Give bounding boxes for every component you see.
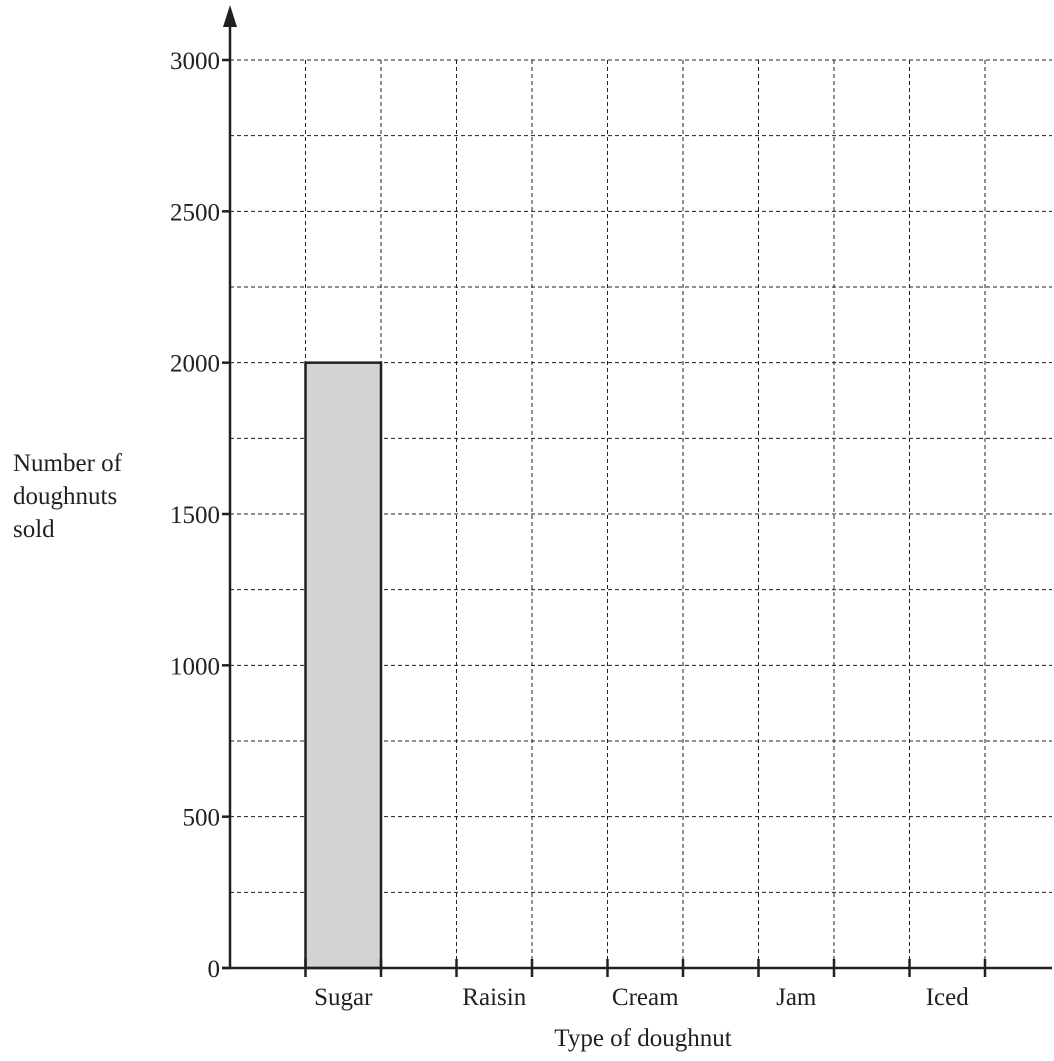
ticks (222, 58, 987, 977)
bars (304, 361, 383, 970)
x-tick-label: Sugar (314, 984, 373, 1011)
y-axis-label-line: doughnuts (13, 483, 118, 510)
x-axis-label: Type of doughnut (554, 1025, 731, 1052)
tick-labels: 0 500 1000 1500 2000 2500 3000 Sugar Raisin Cream… (170, 48, 969, 1011)
y-tick-label: 2000 (170, 351, 220, 378)
x-tick-label: Cream (612, 984, 679, 1011)
y-axis-arrow (223, 5, 237, 27)
y-tick-label: 1500 (170, 502, 220, 529)
x-tick-label: Raisin (462, 984, 526, 1011)
y-axis-label: Number of doughnuts sold (13, 447, 122, 546)
y-tick-label: 0 (208, 956, 221, 983)
y-tick-label: 1000 (170, 653, 220, 680)
y-axis-label-line: sold (13, 516, 55, 543)
x-tick-label: Iced (926, 984, 970, 1011)
y-tick-label: 500 (183, 805, 221, 832)
bar-sugar (304, 361, 383, 970)
axes (222, 5, 1052, 970)
y-tick-label: 3000 (170, 48, 220, 75)
y-tick-label: 2500 (170, 199, 220, 226)
y-axis-label-line: Number of (13, 450, 122, 477)
x-tick-label: Jam (776, 984, 817, 1011)
